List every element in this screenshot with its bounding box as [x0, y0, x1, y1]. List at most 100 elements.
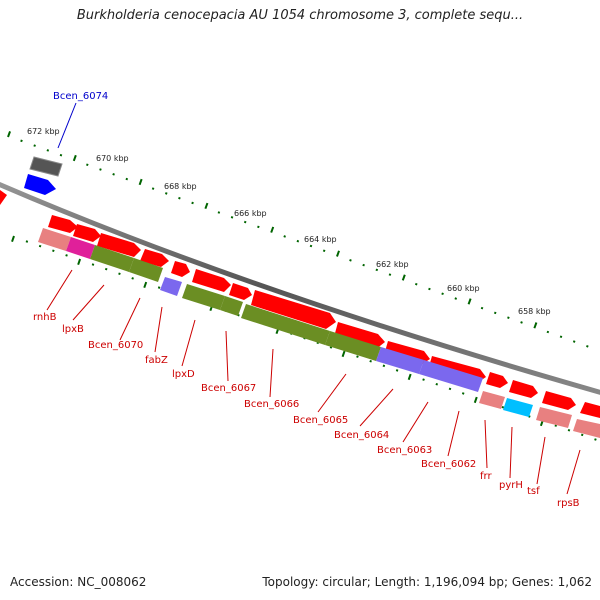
cds-lpxB[interactable]	[73, 224, 101, 242]
tick-minor	[586, 345, 589, 348]
tick-major	[336, 250, 340, 257]
tick-minor	[191, 201, 194, 205]
tick-minor	[507, 316, 510, 319]
gene-label-bcen-6070[interactable]: Bcen_6070	[88, 340, 143, 351]
cds-bcen-6065[interactable]	[251, 290, 336, 329]
tick-minor	[356, 355, 359, 358]
gene-label-fabZ[interactable]: fabZ	[145, 355, 168, 366]
cat-rpsB[interactable]	[573, 419, 600, 438]
tick-minor	[559, 335, 563, 339]
tick-minor	[309, 244, 313, 248]
gene-label-rnhB[interactable]: rnhB	[33, 312, 57, 323]
leader-line-bcen-6066	[269, 348, 274, 398]
tick-major	[7, 131, 11, 138]
gene-label-tsf[interactable]: tsf	[527, 486, 540, 497]
cat-bcen-6070[interactable]	[90, 245, 134, 272]
tick-label-672: 672 kbp	[27, 127, 60, 136]
cat-rnhB[interactable]	[38, 228, 71, 251]
gene-label-bcen-6067[interactable]: Bcen_6067	[201, 383, 256, 394]
tick-minor	[580, 433, 584, 437]
tick-minor	[86, 163, 89, 167]
tick-minor	[243, 220, 247, 224]
tick-minor	[157, 286, 161, 289]
tick-major	[72, 154, 77, 162]
tick-minor	[296, 239, 300, 243]
cat-lpxD[interactable]	[182, 284, 225, 310]
cat-tsf[interactable]	[536, 407, 572, 428]
gene-edge-red[interactable]	[0, 190, 7, 205]
gene-label-lpxD[interactable]: lpxD	[172, 369, 195, 380]
leader-line-fabZ	[154, 306, 163, 353]
tick-minor	[257, 225, 260, 229]
cat-bcen-6063[interactable]	[419, 360, 483, 392]
cds-fabZ[interactable]	[140, 249, 169, 267]
leader-line-bcen-6062	[447, 410, 460, 457]
cds-bcen-6070[interactable]	[97, 233, 141, 257]
cat-bcen-6062[interactable]	[479, 391, 505, 409]
gene-label-bcen-6066[interactable]: Bcen_6066	[244, 399, 299, 410]
cat-bcen-6065[interactable]	[325, 331, 381, 361]
cat-lpxB[interactable]	[66, 237, 95, 259]
topology-text: Topology: circular; Length: 1,196,094 bp…	[262, 575, 592, 589]
cat-fabZ[interactable]	[160, 277, 182, 296]
cat-bcen-6070b[interactable]	[129, 258, 163, 282]
tick-minor	[151, 187, 155, 190]
cds-tsf[interactable]	[542, 391, 576, 410]
cds-rpsB[interactable]	[580, 402, 600, 418]
cds-frr[interactable]	[486, 372, 508, 388]
tick-minor	[422, 378, 425, 381]
cds-bcen-6067[interactable]	[192, 269, 231, 292]
gene-label-bcen-6074[interactable]: Bcen_6074	[53, 91, 108, 102]
tick-minor	[520, 321, 523, 324]
tick-labels: 672 kbp 670 kbp 668 kbp 666 kbp 664 kbp …	[27, 127, 551, 316]
map-title: Burkholderia cenocepacia AU 1054 chromos…	[76, 8, 524, 23]
gene-bcen-6074-cds[interactable]	[24, 174, 56, 195]
tick-minor	[448, 387, 452, 391]
tick-minor	[217, 211, 221, 214]
cat-bcen-6066[interactable]	[241, 304, 330, 345]
cds-bcen-6066[interactable]	[229, 283, 252, 300]
tick-label-662: 662 kbp	[376, 260, 409, 269]
tick-minor	[33, 144, 36, 147]
cat-pyrH[interactable]	[503, 398, 533, 417]
tick-minor	[112, 173, 115, 176]
gene-bcen-6074-feature[interactable]	[29, 156, 63, 177]
tick-minor	[118, 272, 121, 276]
gene-label-bcen-6063[interactable]: Bcen_6063	[377, 445, 432, 456]
cds-rnhB[interactable]	[48, 215, 78, 233]
gene-label-rpsB[interactable]: rpsB	[557, 498, 580, 509]
tick-label-670: 670 kbp	[96, 154, 129, 163]
leader-line-pyrH	[509, 426, 513, 479]
tick-minor	[46, 149, 50, 152]
tick-major	[138, 178, 143, 186]
cds-bcen-6064[interactable]	[334, 322, 385, 349]
cat-bcen-6067[interactable]	[220, 296, 243, 316]
tick-minor	[362, 263, 365, 267]
leader-line-bcen-6064	[359, 388, 394, 427]
gene-label-pyrH[interactable]: pyrH	[499, 480, 523, 491]
tick-minor	[99, 168, 102, 171]
gene-label-bcen-6062[interactable]: Bcen_6062	[421, 459, 476, 470]
tick-minor	[125, 177, 129, 181]
tick-minor	[441, 292, 444, 296]
tick-minor	[454, 297, 458, 300]
cds-pyrH[interactable]	[509, 380, 538, 398]
tick-label-668: 668 kbp	[164, 182, 197, 191]
tick-major	[270, 226, 275, 233]
gene-label-bcen-6064[interactable]: Bcen_6064	[334, 430, 389, 441]
tick-minor	[369, 359, 372, 363]
cds-lpxD[interactable]	[171, 261, 190, 277]
tick-major	[473, 396, 478, 404]
gene-label-bcen-6065[interactable]: Bcen_6065	[293, 415, 348, 426]
tick-minor	[52, 249, 55, 253]
tick-minor	[59, 153, 63, 157]
gene-label-frr[interactable]: frr	[480, 471, 492, 482]
leader-line-tsf	[536, 436, 546, 485]
tick-major	[77, 258, 82, 266]
tick-label-664: 664 kbp	[304, 235, 337, 244]
cat-bcen-6064[interactable]	[376, 347, 424, 374]
tick-minor	[382, 364, 386, 368]
tick-minor	[501, 405, 505, 409]
gene-label-lpxB[interactable]: lpxB	[62, 324, 84, 335]
